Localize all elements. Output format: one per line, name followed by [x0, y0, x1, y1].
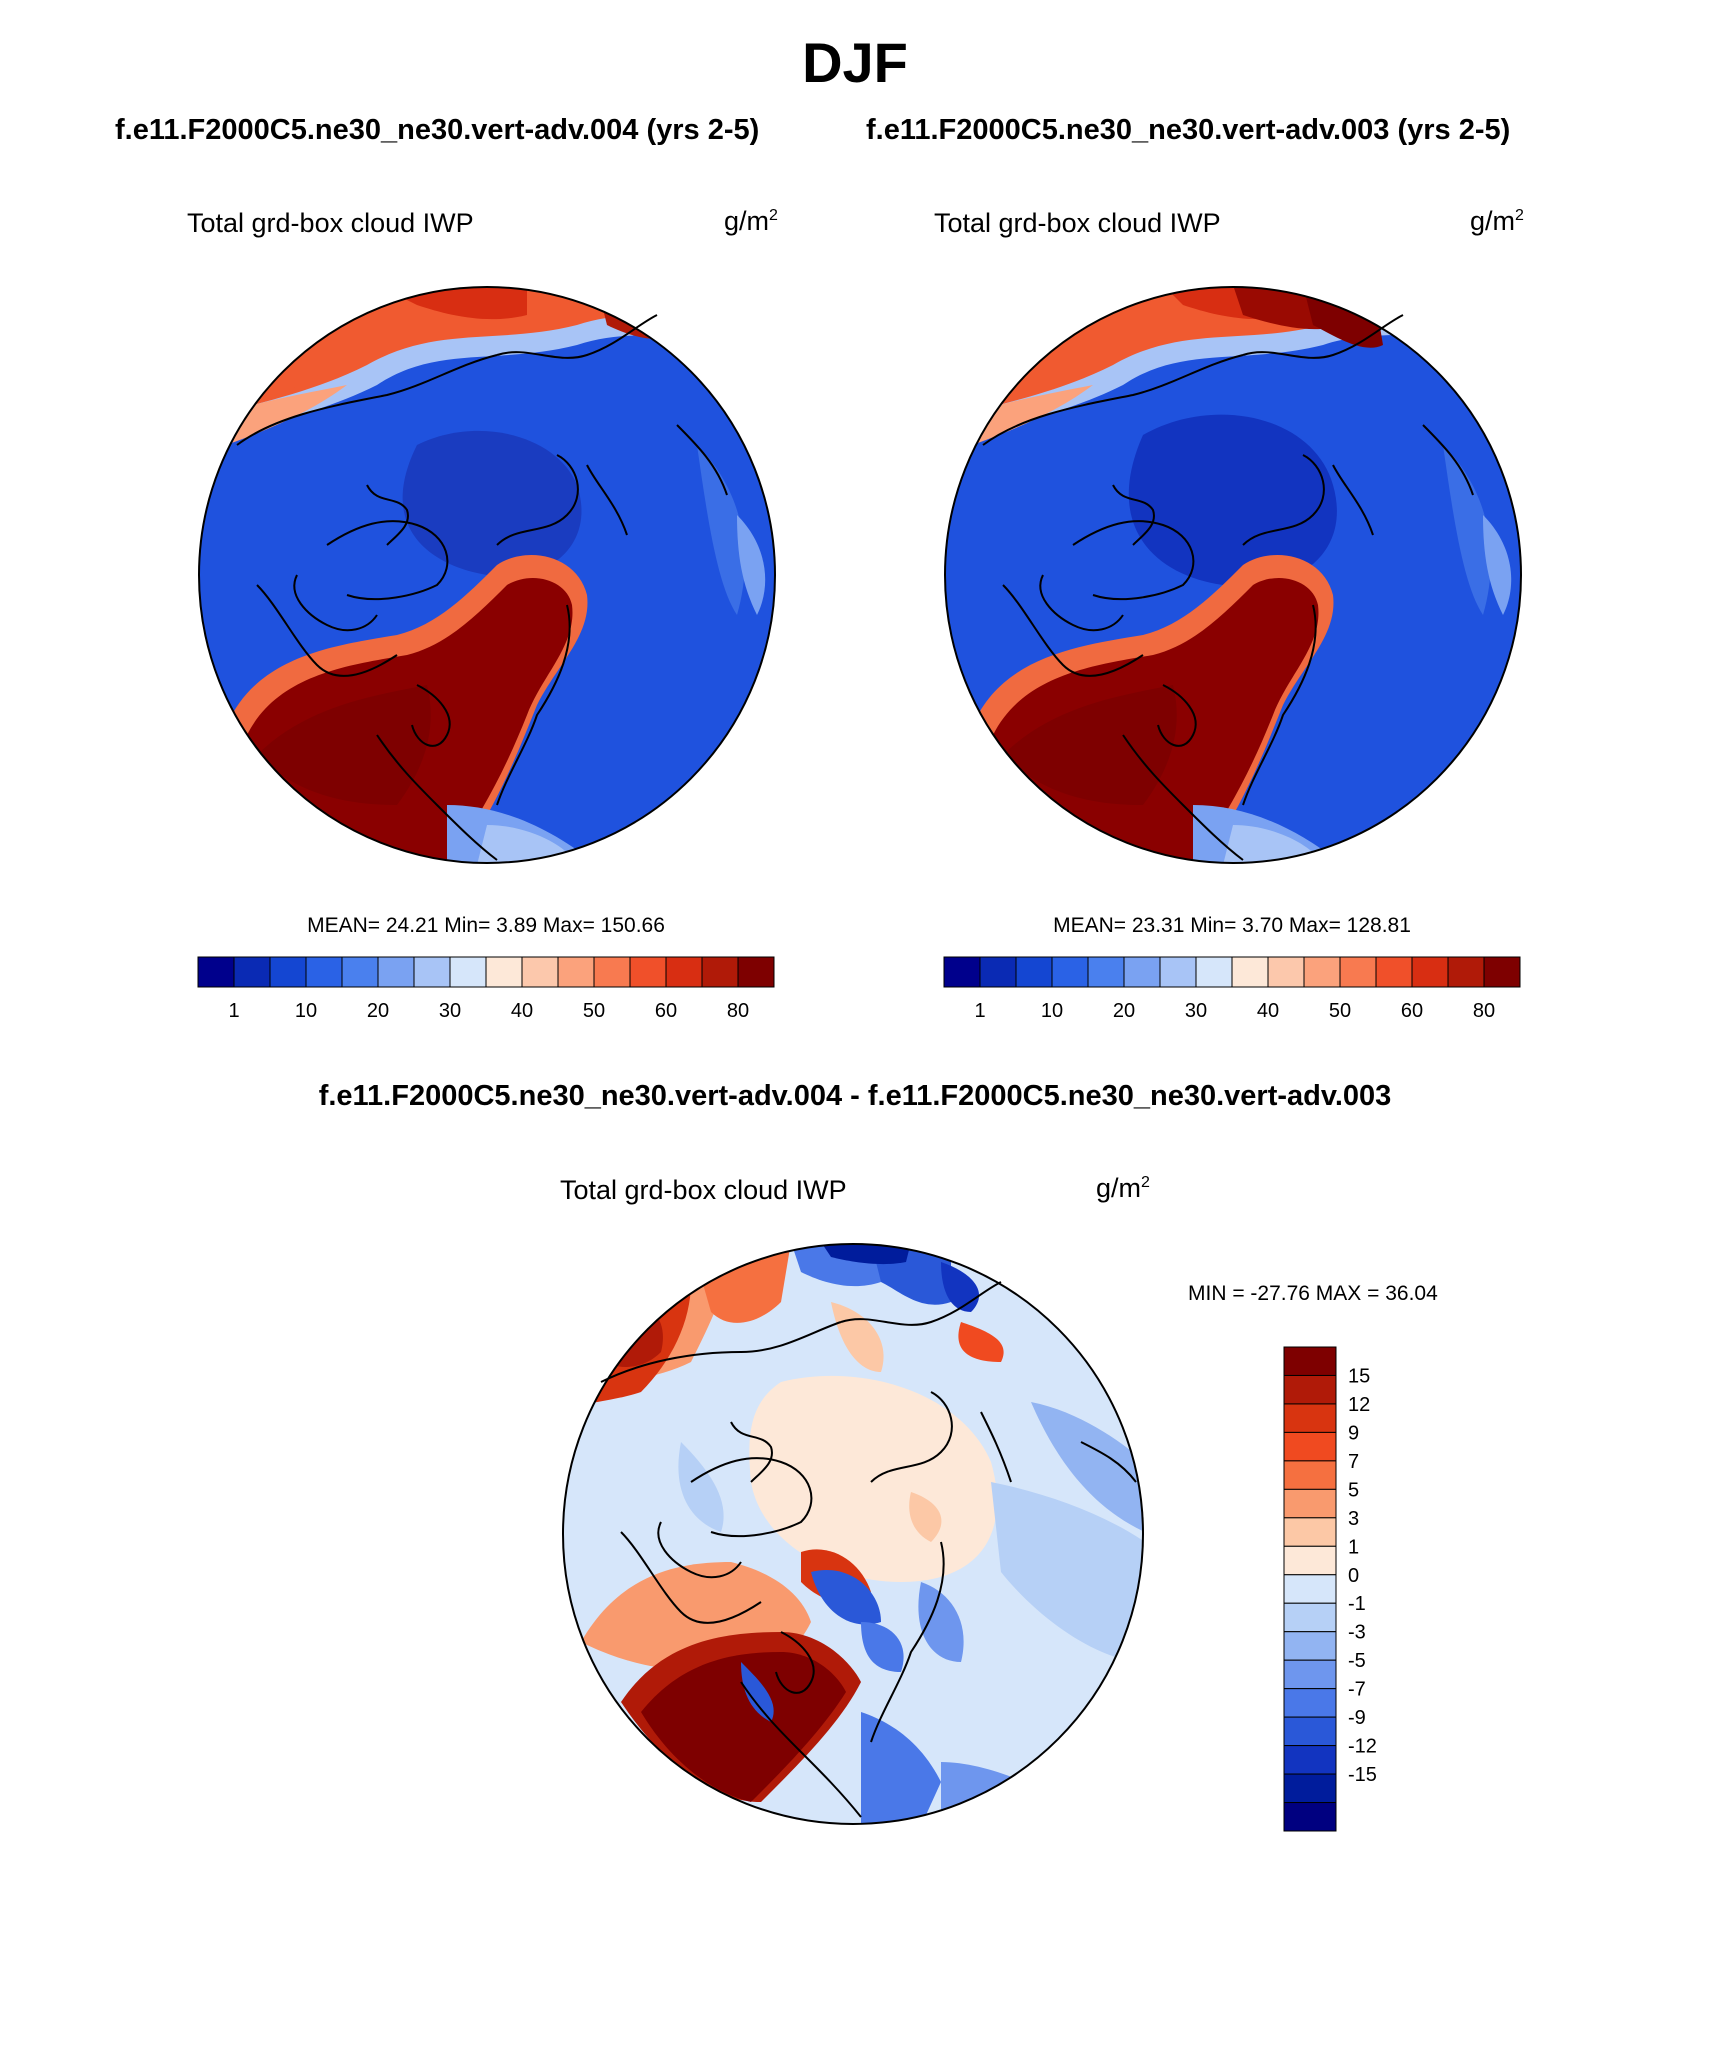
panel-1-variable: Total grd-box cloud IWP — [187, 208, 474, 238]
diff-colorbar-tick-label: 5 — [1348, 1479, 1359, 1501]
panel-2-colorbar-tick-label: 60 — [1401, 1000, 1423, 1022]
diff-colorbar-swatch-15 — [1283, 1773, 1337, 1804]
panel-1-case: f.e11.F2000C5.ne30_ne30.vert-adv.004 (yr… — [115, 114, 760, 146]
panel-1-colorbar-tick-label: 1 — [228, 1000, 239, 1022]
panel-1-colorbar-swatch-8 — [485, 956, 523, 988]
panel-1-colorbar-swatch-11 — [593, 956, 631, 988]
diff-colorbar-swatch-0 — [1283, 1346, 1337, 1376]
diff-colorbar-swatch-1 — [1283, 1374, 1337, 1405]
panel-2-colorbar-tick-label: 40 — [1257, 1000, 1279, 1022]
panel-1-colorbar-swatch-2 — [269, 956, 307, 988]
diff-colorbar-swatch-2 — [1283, 1403, 1337, 1433]
diff-colorbar-swatch-6 — [1283, 1517, 1337, 1547]
panel-2-colorbar-tick-label: 80 — [1473, 1000, 1495, 1022]
panel-2-colorbar-swatch-14 — [1447, 956, 1485, 988]
panel-2-stats: MEAN= 23.31 Min= 3.70 Max= 128.81 — [1053, 914, 1411, 937]
diff-variable: Total grd-box cloud IWP — [560, 1175, 847, 1205]
panel-1-colorbar-tick-label: 60 — [655, 1000, 677, 1022]
panel-2-colorbar-swatch-15 — [1483, 956, 1521, 988]
diff-colorbar-swatch-14 — [1283, 1745, 1337, 1775]
panel-2-colorbar-swatch-10 — [1303, 956, 1341, 988]
diff-colorbar-tick-label: 7 — [1348, 1451, 1359, 1473]
diff-colorbar-swatch-9 — [1283, 1602, 1337, 1633]
diff-colorbar-swatch-10 — [1283, 1631, 1337, 1661]
diff-units: g/m2 — [1096, 1173, 1150, 1203]
panel-1-colorbar-tick-label: 50 — [583, 1000, 605, 1022]
diff-colorbar-tick-label: 1 — [1348, 1536, 1359, 1558]
diff-colorbar-tick-label: -5 — [1348, 1650, 1366, 1672]
diff-colorbar-tick-label: -12 — [1348, 1736, 1377, 1758]
diff-colorbar-tick-label: 12 — [1348, 1394, 1370, 1416]
panel-2-case: f.e11.F2000C5.ne30_ne30.vert-adv.003 (yr… — [866, 114, 1511, 146]
panel-1-polar-map — [198, 286, 776, 864]
panel-1-colorbar-swatch-14 — [701, 956, 739, 988]
panel-2-colorbar-swatch-3 — [1051, 956, 1089, 988]
panel-2-colorbar-swatch-11 — [1339, 956, 1377, 988]
panel-1-colorbar-tick-label: 20 — [367, 1000, 389, 1022]
diff-colorbar-tick-label: -7 — [1348, 1679, 1366, 1701]
panel-2-colorbar-swatch-13 — [1411, 956, 1449, 988]
panel-2-colorbar-swatch-4 — [1087, 956, 1125, 988]
diff-colorbar-swatch-8 — [1283, 1574, 1337, 1604]
panel-1-colorbar-swatch-13 — [665, 956, 703, 988]
panel-1-colorbar-swatch-6 — [413, 956, 451, 988]
diff-polar-map — [562, 1243, 1144, 1825]
panel-1-colorbar-swatch-5 — [377, 956, 415, 988]
diff-colorbar-swatch-12 — [1283, 1688, 1337, 1718]
diff-colorbar-tick-label: -9 — [1348, 1707, 1366, 1729]
panel-2-colorbar-swatch-5 — [1123, 956, 1161, 988]
panel-1-colorbar: 1 10 20 30 40 50 60 80 — [197, 956, 775, 1022]
panel-1-colorbar-tick-label: 30 — [439, 1000, 461, 1022]
panel-1-colorbar-swatch-12 — [629, 956, 667, 988]
panel-1-colorbar-swatch-3 — [305, 956, 343, 988]
panel-2-units: g/m2 — [1470, 206, 1524, 236]
panel-1-colorbar-swatch-0 — [197, 956, 235, 988]
diff-colorbar-tick-label: 0 — [1348, 1565, 1359, 1587]
panel-1-stats: MEAN= 24.21 Min= 3.89 Max= 150.66 — [307, 914, 665, 937]
diff-colorbar-tick-label: 9 — [1348, 1422, 1359, 1444]
diff-stats: MIN = -27.76 MAX = 36.04 — [1188, 1282, 1438, 1305]
panel-2-colorbar-tick-label: 1 — [974, 1000, 985, 1022]
diff-colorbar: 15 12 9 7 5 3 1 0 -1 -3 -5 -7 -9 -12 -15 — [1283, 1346, 1377, 1832]
panel-2-colorbar-swatch-6 — [1159, 956, 1197, 988]
panel-2-variable: Total grd-box cloud IWP — [934, 208, 1221, 238]
panel-2-colorbar-swatch-2 — [1015, 956, 1053, 988]
panel-1-colorbar-swatch-10 — [557, 956, 595, 988]
diff-colorbar-swatch-16 — [1283, 1802, 1337, 1832]
diff-case: f.e11.F2000C5.ne30_ne30.vert-adv.004 - f… — [318, 1080, 1392, 1112]
panel-1-colorbar-swatch-1 — [233, 956, 271, 988]
diff-colorbar-tick-label: 3 — [1348, 1508, 1359, 1530]
diff-colorbar-tick-label: -3 — [1348, 1622, 1366, 1644]
panel-2-colorbar-swatch-0 — [943, 956, 981, 988]
diff-colorbar-swatch-5 — [1283, 1488, 1337, 1519]
panel-2-colorbar-swatch-12 — [1375, 956, 1413, 988]
panel-2-colorbar-tick-label: 50 — [1329, 1000, 1351, 1022]
diff-colorbar-tick-label: 15 — [1348, 1365, 1370, 1387]
panel-1-colorbar-swatch-9 — [521, 956, 559, 988]
diff-colorbar-tick-label: -15 — [1348, 1764, 1377, 1786]
panel-1-colorbar-swatch-4 — [341, 956, 379, 988]
panel-2-colorbar-swatch-9 — [1267, 956, 1305, 988]
panel-1-colorbar-tick-label: 10 — [295, 1000, 317, 1022]
panel-1-units: g/m2 — [724, 206, 778, 236]
diff-colorbar-swatch-3 — [1283, 1431, 1337, 1462]
diff-colorbar-swatch-13 — [1283, 1716, 1337, 1747]
panel-1-colorbar-tick-label: 80 — [727, 1000, 749, 1022]
panel-2-colorbar: 1 10 20 30 40 50 60 80 — [943, 956, 1521, 1022]
panel-2-colorbar-tick-label: 10 — [1041, 1000, 1063, 1022]
panel-1-colorbar-tick-label: 40 — [511, 1000, 533, 1022]
panel-2-colorbar-swatch-7 — [1195, 956, 1233, 988]
figure-title: DJF — [802, 31, 908, 94]
diff-colorbar-swatch-7 — [1283, 1545, 1337, 1576]
panel-2-polar-map — [944, 286, 1522, 864]
panel-1-colorbar-swatch-15 — [737, 956, 775, 988]
panel-1-colorbar-swatch-7 — [449, 956, 487, 988]
panel-2-colorbar-swatch-1 — [979, 956, 1017, 988]
panel-2-colorbar-swatch-8 — [1231, 956, 1269, 988]
diff-colorbar-swatch-11 — [1283, 1659, 1337, 1690]
diff-colorbar-tick-label: -1 — [1348, 1593, 1366, 1615]
diff-colorbar-swatch-4 — [1283, 1460, 1337, 1490]
panel-2-colorbar-tick-label: 30 — [1185, 1000, 1207, 1022]
panel-2-colorbar-tick-label: 20 — [1113, 1000, 1135, 1022]
